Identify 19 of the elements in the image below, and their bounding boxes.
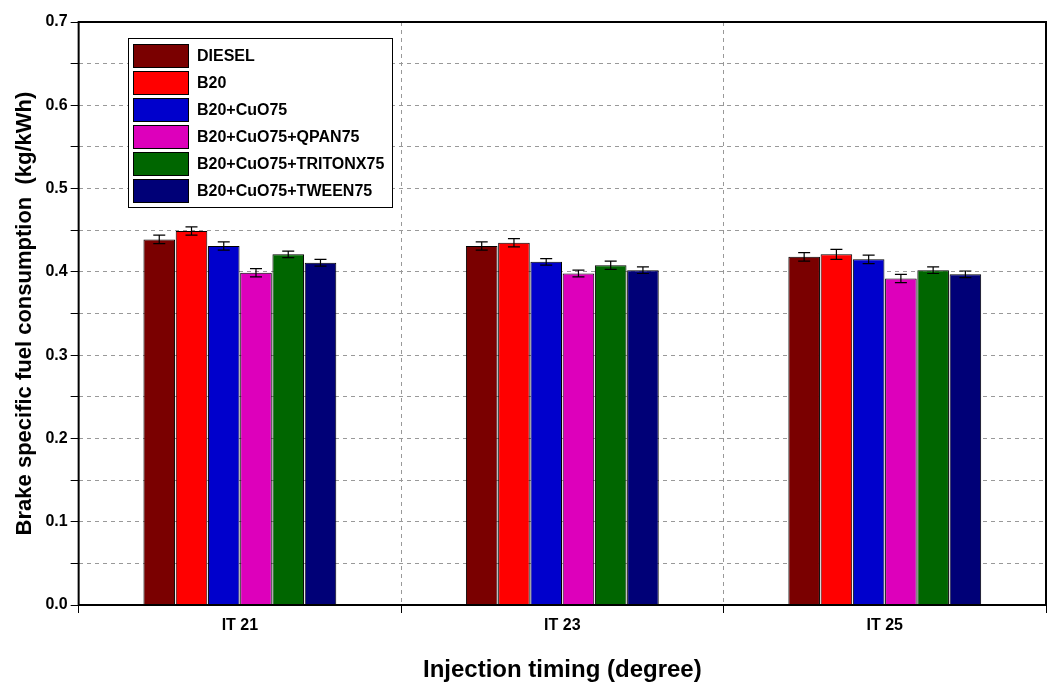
y-tick-label: 0.7: [45, 12, 68, 30]
x-tick-label: IT 23: [544, 616, 581, 634]
legend-label: B20+CuO75+QPAN75: [197, 127, 360, 146]
y-tick-label: 0.1: [45, 512, 68, 530]
x-axis-title: Injection timing (degree): [422, 655, 702, 683]
legend-label: B20: [197, 73, 227, 92]
y-tick-label: 0.2: [45, 428, 68, 446]
x-tick-label: IT 21: [221, 616, 259, 634]
y-axis-title: Brake specific fuel consumption (kg/kWh): [11, 91, 37, 536]
legend-label: DIESEL: [197, 46, 255, 65]
text: 0.0: [45, 595, 68, 613]
legend-label: B20+CuO75+TWEEN75: [197, 181, 373, 200]
y-tick-label: 0.3: [45, 345, 68, 363]
y-tick-label: 0.5: [45, 178, 68, 196]
x-tick-label: IT 25: [866, 616, 904, 634]
y-tick-label: 0.6: [45, 95, 68, 113]
legend-label: B20+CuO75: [197, 100, 288, 119]
y-tick-label: 0.4: [45, 262, 68, 280]
legend-label: B20+CuO75+TRITONX75: [197, 154, 385, 173]
